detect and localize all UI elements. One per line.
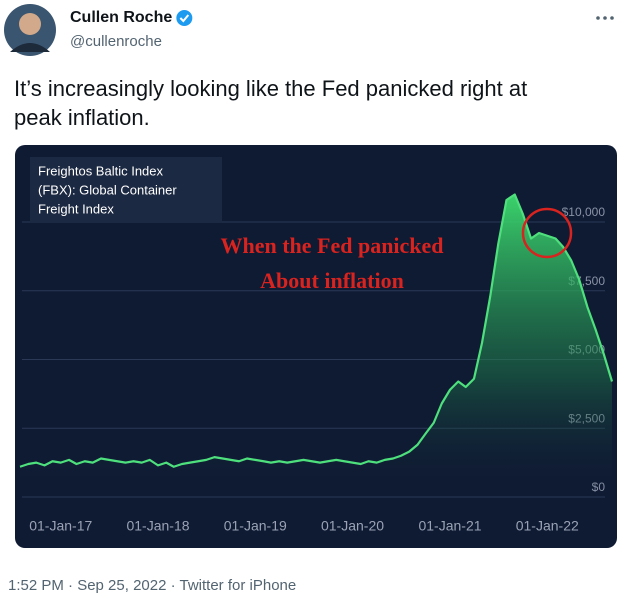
tweet-text: It’s increasingly looking like the Fed p… <box>14 76 527 101</box>
x-tick-label: 01-Jan-20 <box>321 518 384 534</box>
author-handle[interactable]: @cullenroche <box>70 33 162 50</box>
x-tick-label: 01-Jan-19 <box>224 518 287 534</box>
more-menu[interactable] <box>596 16 614 20</box>
annotation: About inflation <box>260 268 404 293</box>
chart-title-box <box>30 157 222 223</box>
annotation: When the Fed panicked <box>220 233 443 258</box>
highlight-circle <box>521 207 573 259</box>
verified-check <box>179 14 190 23</box>
avatar-body <box>10 43 50 52</box>
chart-title: Freightos Baltic Index <box>38 163 164 178</box>
x-tick-label: 01-Jan-21 <box>418 518 481 534</box>
avatar-face <box>19 13 41 35</box>
area <box>20 194 612 497</box>
x-tick-label: 01-Jan-22 <box>516 518 579 534</box>
chart: $0$2,500$5,000$7,500$10,00001-Jan-1701-J… <box>19 193 614 534</box>
chart-title: Freight Index <box>38 201 114 216</box>
line <box>19 193 614 468</box>
tweet-text: peak inflation. <box>14 105 150 130</box>
author-name[interactable]: Cullen Roche <box>70 9 172 26</box>
y-tick-label: $10,000 <box>562 205 606 219</box>
chart-title: (FBX): Global Container <box>38 182 177 197</box>
x-tick-label: 01-Jan-17 <box>29 518 92 534</box>
tweet-footer: 1:52 PM · Sep 25, 2022 · Twitter for iPh… <box>8 577 296 594</box>
verified-badge <box>176 10 193 26</box>
x-tick-label: 01-Jan-18 <box>126 518 189 534</box>
